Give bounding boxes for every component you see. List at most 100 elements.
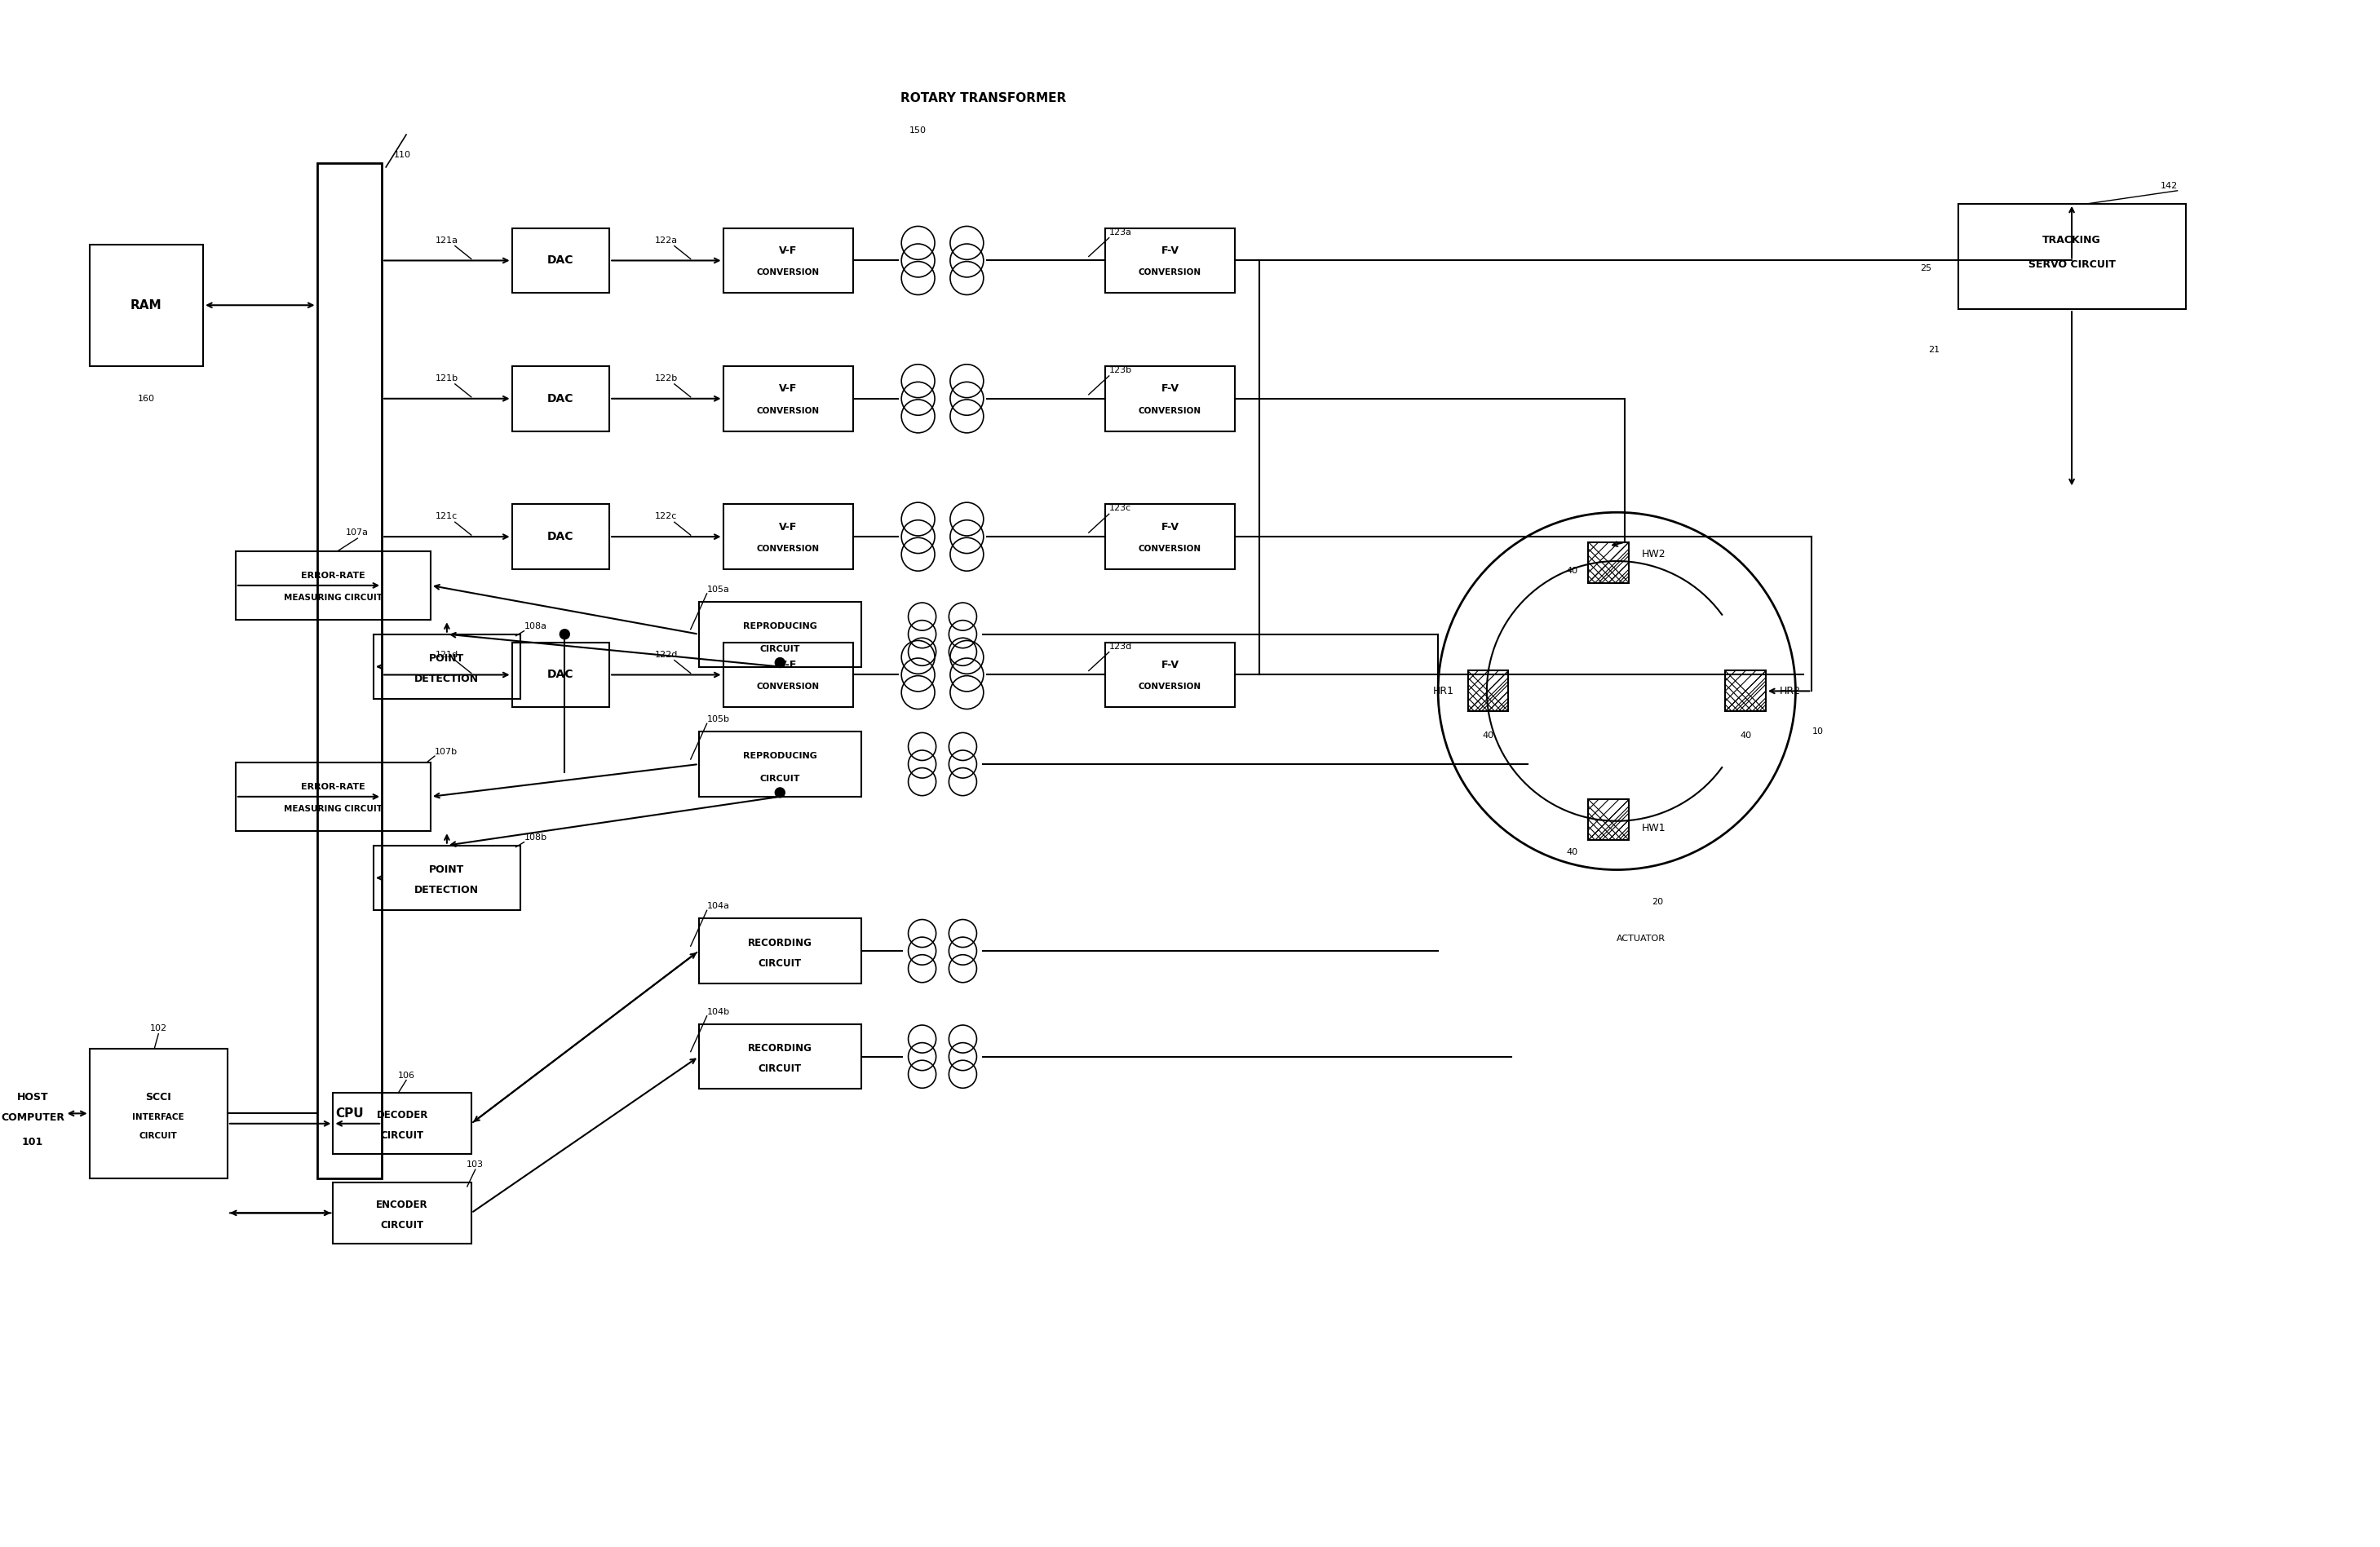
Bar — [512, 504, 609, 569]
Text: 160: 160 — [138, 394, 155, 402]
Bar — [1104, 227, 1235, 292]
Text: HW2: HW2 — [1642, 549, 1666, 560]
Text: CONVERSION: CONVERSION — [757, 682, 819, 692]
Bar — [1104, 367, 1235, 432]
Bar — [700, 602, 862, 667]
Text: 101: 101 — [21, 1137, 43, 1148]
Text: CONVERSION: CONVERSION — [1138, 407, 1202, 415]
Bar — [236, 763, 431, 831]
Text: CIRCUIT: CIRCUIT — [381, 1221, 424, 1230]
Text: DAC: DAC — [547, 531, 574, 543]
Text: V-F: V-F — [778, 384, 797, 394]
Text: 107a: 107a — [345, 529, 369, 537]
Text: INTERFACE: INTERFACE — [133, 1114, 183, 1122]
Text: HR1: HR1 — [1433, 685, 1454, 696]
Text: ROTARY TRANSFORMER: ROTARY TRANSFORMER — [900, 91, 1066, 104]
Text: 102: 102 — [150, 1024, 167, 1032]
Text: ENCODER: ENCODER — [376, 1199, 428, 1210]
Text: ACTUATOR: ACTUATOR — [1616, 934, 1666, 942]
Text: SERVO CIRCUIT: SERVO CIRCUIT — [2028, 260, 2116, 269]
Text: SCCI: SCCI — [145, 1092, 171, 1103]
Text: V-F: V-F — [778, 659, 797, 670]
Bar — [333, 1182, 471, 1244]
Bar — [1587, 541, 1628, 583]
Text: 106: 106 — [397, 1071, 414, 1080]
Text: CIRCUIT: CIRCUIT — [381, 1131, 424, 1142]
Text: 40: 40 — [1483, 732, 1495, 739]
Text: CONVERSION: CONVERSION — [1138, 545, 1202, 552]
Text: POINT: POINT — [428, 865, 464, 876]
Text: RECORDING: RECORDING — [747, 1043, 812, 1054]
Text: 105a: 105a — [707, 585, 731, 594]
Text: 121c: 121c — [436, 512, 457, 520]
Text: 21: 21 — [1928, 347, 1940, 354]
Text: CONVERSION: CONVERSION — [757, 545, 819, 552]
Bar — [90, 244, 202, 367]
Text: 123a: 123a — [1109, 227, 1133, 237]
Bar — [700, 1024, 862, 1089]
Text: 121a: 121a — [436, 237, 459, 244]
Bar — [1587, 800, 1628, 840]
Text: CONVERSION: CONVERSION — [757, 407, 819, 415]
Text: 142: 142 — [2161, 181, 2178, 190]
Text: REPRODUCING: REPRODUCING — [743, 752, 816, 760]
Text: 122c: 122c — [655, 512, 678, 520]
Circle shape — [776, 787, 785, 797]
Bar — [724, 504, 852, 569]
Text: 122d: 122d — [655, 650, 678, 659]
Text: 110: 110 — [395, 152, 412, 159]
Text: 108a: 108a — [524, 622, 547, 630]
Circle shape — [776, 657, 785, 667]
Bar — [90, 1049, 228, 1179]
Text: 104b: 104b — [707, 1007, 731, 1016]
Text: 122b: 122b — [655, 374, 678, 382]
Text: F-V: F-V — [1161, 246, 1178, 257]
Text: REPRODUCING: REPRODUCING — [743, 622, 816, 630]
Bar — [374, 845, 519, 910]
Bar — [1959, 204, 2185, 309]
Text: 150: 150 — [909, 127, 926, 135]
Text: V-F: V-F — [778, 521, 797, 532]
Text: CIRCUIT: CIRCUIT — [759, 645, 800, 653]
Text: 121d: 121d — [436, 650, 459, 659]
Text: DAC: DAC — [547, 670, 574, 681]
Text: DAC: DAC — [547, 255, 574, 266]
Text: DAC: DAC — [547, 393, 574, 404]
Text: CIRCUIT: CIRCUIT — [759, 775, 800, 783]
Bar — [700, 732, 862, 797]
Text: F-V: F-V — [1161, 384, 1178, 394]
Text: 121b: 121b — [436, 374, 459, 382]
Text: DETECTION: DETECTION — [414, 885, 478, 896]
Text: V-F: V-F — [778, 246, 797, 257]
Bar — [374, 634, 519, 699]
Text: 108b: 108b — [524, 834, 547, 842]
Text: CONVERSION: CONVERSION — [757, 269, 819, 277]
Bar — [724, 367, 852, 432]
Text: HW1: HW1 — [1642, 823, 1666, 834]
Text: F-V: F-V — [1161, 521, 1178, 532]
Text: CONVERSION: CONVERSION — [1138, 682, 1202, 692]
Bar — [512, 367, 609, 432]
Text: 10: 10 — [1811, 727, 1823, 736]
Bar — [724, 227, 852, 292]
Text: 107b: 107b — [436, 747, 457, 756]
Text: ERROR-RATE: ERROR-RATE — [300, 572, 364, 580]
Text: HOST: HOST — [17, 1092, 48, 1103]
Text: 25: 25 — [1921, 265, 1930, 272]
Bar — [512, 642, 609, 707]
Text: 40: 40 — [1740, 732, 1752, 739]
Text: RECORDING: RECORDING — [747, 937, 812, 948]
Text: 40: 40 — [1566, 566, 1578, 574]
Text: DECODER: DECODER — [376, 1111, 428, 1120]
Bar — [724, 642, 852, 707]
Bar — [1725, 671, 1766, 712]
Text: 123d: 123d — [1109, 642, 1133, 650]
Text: COMPUTER: COMPUTER — [0, 1112, 64, 1123]
Bar — [1104, 504, 1235, 569]
Text: ERROR-RATE: ERROR-RATE — [300, 783, 364, 791]
Text: RAM: RAM — [131, 299, 162, 311]
Text: TRACKING: TRACKING — [2042, 235, 2102, 246]
Circle shape — [559, 630, 569, 639]
Text: MEASURING CIRCUIT: MEASURING CIRCUIT — [283, 594, 383, 602]
Text: POINT: POINT — [428, 653, 464, 664]
